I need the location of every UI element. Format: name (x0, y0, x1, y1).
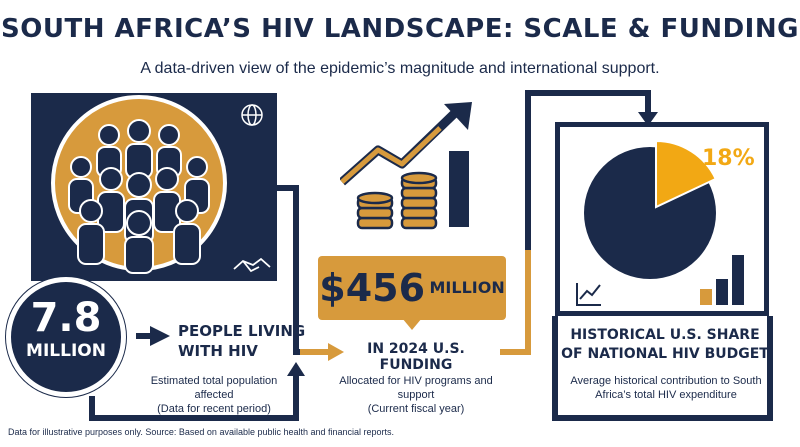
funding-unit: MILLION (429, 278, 505, 297)
funding-amount-badge: $456 MILLION (318, 256, 506, 320)
page-subtitle: A data-driven view of the epidemic’s mag… (140, 60, 660, 77)
share-label-line2: OF NATIONAL HIV BUDGET (561, 346, 769, 362)
population-panel (31, 93, 277, 281)
source-footnote: Data for illustrative purposes only. Sou… (8, 427, 395, 437)
share-label: HISTORICAL U.S. SHARE OF NATIONAL HIV BU… (560, 326, 770, 364)
population-label-line1: PEOPLE LIVING (178, 322, 306, 340)
population-label: PEOPLE LIVING WITH HIV (178, 321, 305, 361)
share-note-line2: Africa’s total HIV expenditure (595, 389, 737, 401)
handshake-icon (233, 257, 271, 273)
population-stat-badge: 7.8 MILLION (6, 277, 126, 397)
share-percent-label: 18% (702, 146, 755, 171)
population-label-line2: WITH HIV (178, 342, 258, 360)
funding-note: Allocated for HIV programs and support (… (330, 374, 502, 416)
share-note: Average historical contribution to South… (566, 374, 766, 402)
funding-note-line2: (Current fiscal year) (367, 403, 465, 415)
share-label-line1: HISTORICAL U.S. SHARE (570, 327, 760, 343)
share-note-line1: Average historical contribution to South (570, 375, 762, 387)
population-note-line1: Estimated total population affected (150, 375, 278, 401)
population-value: 7.8 (30, 295, 102, 341)
bar-chart-icon (700, 255, 744, 305)
coins-trend-illustration (340, 102, 472, 230)
population-unit: MILLION (26, 341, 106, 361)
line-chart-icon (576, 283, 601, 306)
globe-icon (241, 104, 263, 126)
funding-label: IN 2024 U.S. FUNDING (367, 341, 465, 373)
page-title: SOUTH AFRICA’S HIV LANDSCAPE: SCALE & FU… (1, 14, 799, 44)
pie-chart-icon: 18% (576, 139, 755, 306)
population-note-line2: (Data for recent period) (157, 403, 271, 415)
trend-arrow-icon (340, 102, 472, 186)
funding-amount: $456 (319, 266, 426, 310)
coin-stack-icon (356, 171, 438, 230)
funding-note-line1: Allocated for HIV programs and support (339, 375, 493, 401)
share-pie-slice (655, 139, 718, 209)
funding-badge-pointer (402, 318, 422, 330)
share-panel: 18% (555, 122, 769, 316)
share-pie-slice-shape (655, 139, 718, 209)
population-note: Estimated total population affected (Dat… (134, 374, 294, 416)
people-group-icon (51, 95, 271, 274)
